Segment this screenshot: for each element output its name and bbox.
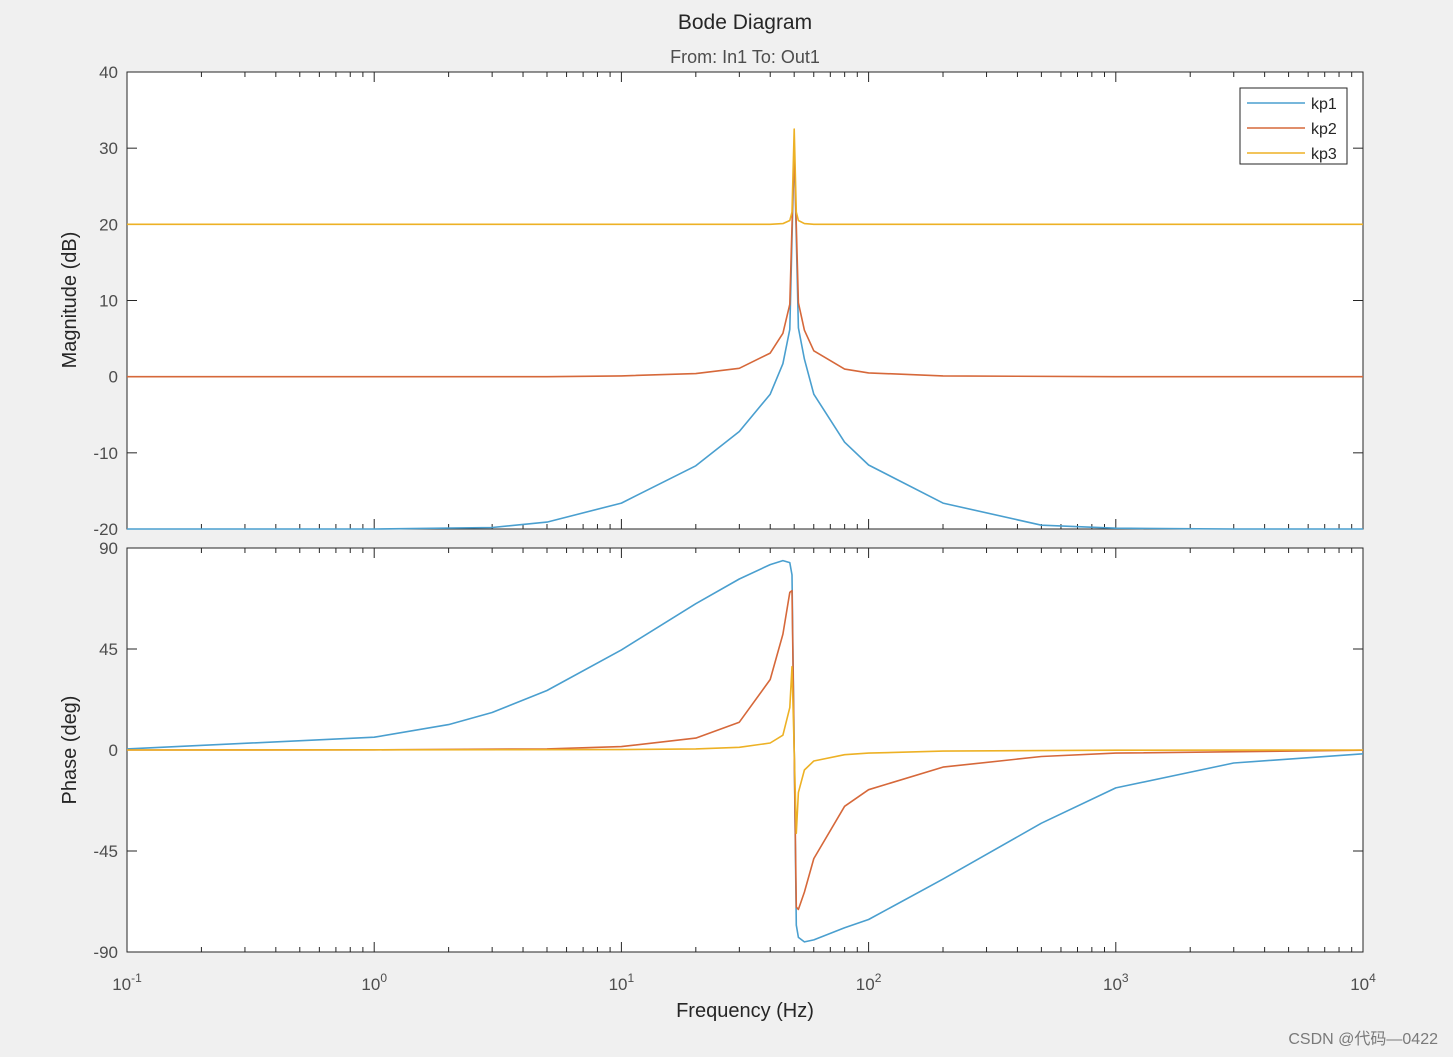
magnitude-ylabel: Magnitude (dB) [59, 232, 81, 369]
x-tick-label: 100 [361, 971, 387, 994]
chart-title: Bode Diagram [678, 11, 812, 34]
y-tick-label: 90 [99, 539, 118, 558]
magnitude-line-kp3 [127, 128, 1363, 226]
legend-label-kp3: kp3 [1311, 146, 1337, 163]
y-tick-label: -45 [93, 842, 118, 861]
x-tick-label: 102 [856, 971, 882, 994]
y-tick-label: 40 [99, 63, 118, 82]
legend-label-kp1: kp1 [1311, 96, 1337, 113]
y-tick-label: 0 [109, 741, 118, 760]
y-tick-label: 0 [109, 368, 118, 387]
magnitude-plot-area [126, 71, 1364, 530]
x-tick-label: 103 [1103, 971, 1129, 994]
y-tick-label: -90 [93, 943, 118, 962]
watermark: CSDN @代码—0422 [1288, 1030, 1438, 1048]
x-tick-label: 104 [1350, 971, 1376, 994]
phase-ylabel: Phase (deg) [59, 696, 81, 805]
magnitude-series [127, 128, 1363, 530]
x-tick-label: 10-1 [112, 971, 142, 994]
legend: kp1 kp2 kp3 [1239, 87, 1348, 165]
magnitude-line-kp2 [127, 147, 1363, 378]
y-tick-label: 10 [99, 292, 118, 311]
legend-items: kp1 kp2 kp3 [1247, 96, 1337, 163]
phase-panel: 90 45 0 -45 -90 Phase (deg) [59, 539, 1364, 962]
x-axis-label: Frequency (Hz) [676, 1000, 814, 1022]
x-tick-label: 101 [609, 971, 635, 994]
phase-series [126, 559, 1364, 943]
magnitude-panel: 40 30 20 10 0 -10 -20 Magnitude (dB) [59, 63, 1364, 539]
magnitude-tick-marks: 40 30 20 10 0 -10 -20 [93, 63, 1363, 539]
y-tick-label: 45 [99, 640, 118, 659]
chart-subtitle: From: In1 To: Out1 [670, 47, 820, 67]
y-tick-label: 30 [99, 139, 118, 158]
y-tick-label: -10 [93, 444, 118, 463]
y-tick-label: -20 [93, 520, 118, 539]
legend-label-kp2: kp2 [1311, 121, 1337, 138]
legend-box [1239, 87, 1348, 165]
x-tick-labels: 10-1 100 101 102 103 104 [112, 971, 1376, 994]
phase-line-kp3 [126, 665, 1364, 835]
y-tick-label: 20 [99, 215, 118, 234]
